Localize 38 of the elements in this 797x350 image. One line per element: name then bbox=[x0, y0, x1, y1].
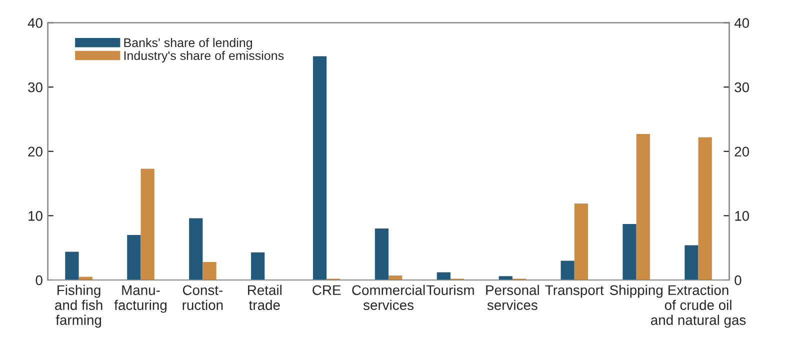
bar bbox=[498, 276, 512, 280]
bar bbox=[312, 56, 327, 280]
bar bbox=[622, 224, 636, 280]
bar bbox=[65, 252, 79, 280]
y2-tick-label: 30 bbox=[734, 82, 750, 92]
y2-tick-label: 40 bbox=[734, 18, 750, 28]
bar bbox=[698, 137, 712, 280]
bar bbox=[251, 252, 265, 280]
bar bbox=[189, 218, 203, 280]
x-tick-label: Transport bbox=[545, 285, 604, 298]
bar bbox=[574, 203, 588, 280]
bar bbox=[202, 262, 216, 280]
legend-label: Banks' share of lending bbox=[124, 38, 252, 50]
x-tick-label: Commercial services bbox=[352, 284, 425, 310]
bar bbox=[560, 260, 574, 280]
x-tick-label: Fishing and fish farming bbox=[55, 284, 102, 328]
legend-label: Industry's share of emissions bbox=[124, 50, 284, 63]
y-tick-label: 0 bbox=[36, 275, 42, 286]
y-tick-label: 40 bbox=[28, 18, 42, 28]
y2-tick-label: 10 bbox=[735, 211, 750, 221]
bar bbox=[684, 245, 698, 280]
bar bbox=[636, 134, 650, 280]
y2-tick-label: 20 bbox=[734, 146, 750, 157]
y-tick-label: 10 bbox=[28, 211, 42, 221]
x-tick-label: Tourism bbox=[426, 284, 474, 296]
x-tick-label: Personal services bbox=[486, 284, 539, 310]
x-tick-label: Retail trade bbox=[248, 284, 282, 310]
x-tick-label: Const- ruction bbox=[182, 285, 223, 310]
x-tick-label: CRE bbox=[312, 285, 341, 296]
x-tick-label: Manu- facturing bbox=[114, 285, 166, 313]
bar bbox=[374, 228, 389, 280]
bar bbox=[140, 168, 154, 280]
y-tick-label: 30 bbox=[28, 82, 42, 92]
y2-tick-label: 0 bbox=[734, 275, 742, 286]
bar bbox=[436, 272, 450, 280]
x-tick-label: Shipping bbox=[610, 284, 662, 298]
bar bbox=[127, 234, 141, 280]
y-tick-label: 20 bbox=[28, 146, 42, 157]
